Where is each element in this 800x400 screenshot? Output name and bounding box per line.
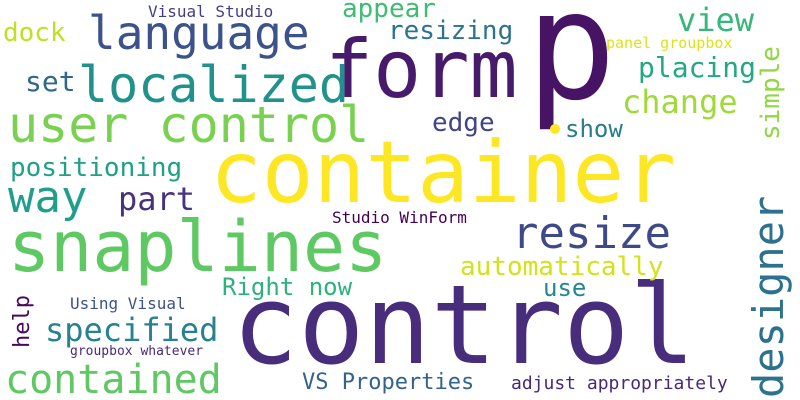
word-resize: resize	[512, 208, 671, 259]
word-dock: dock	[3, 18, 66, 48]
word-p: p	[526, 0, 617, 134]
word-visual-studio: Visual Studio	[148, 2, 274, 21]
word-show: show	[565, 115, 623, 143]
word-simple: simple	[756, 46, 786, 140]
word-form: form	[325, 23, 518, 116]
word-view: view	[677, 1, 755, 39]
word-using-visual: Using Visual	[70, 294, 186, 313]
word-automatically: automatically	[460, 252, 664, 282]
word-change: change	[622, 83, 738, 121]
word-help: help	[10, 295, 35, 348]
word-adjust-appropriately: adjust appropriately	[511, 373, 728, 394]
word-right-now: Right now	[222, 273, 353, 301]
word-set: set	[25, 65, 76, 98]
word-part: part	[118, 180, 196, 218]
word-contained: contained	[5, 357, 222, 400]
word-control: control	[232, 261, 696, 389]
word-panel-groupbox: panel groupbox	[606, 34, 733, 52]
word-container: container	[210, 123, 676, 223]
word-vs-properties: VS Properties	[302, 370, 475, 395]
word-studio-winform: Studio WinForm	[332, 208, 467, 227]
word-user-control: user control	[8, 96, 370, 154]
yellow-dot	[550, 124, 560, 134]
word-use: use	[543, 274, 587, 302]
word-positioning: positioning	[10, 153, 183, 183]
word-snaplines: snaplines	[8, 206, 388, 288]
word-placing: placing	[638, 51, 757, 84]
word-way: way	[8, 172, 88, 223]
word-localized: localized	[78, 56, 349, 114]
word-designer: designer	[744, 195, 793, 398]
word-appear: appear	[342, 0, 436, 24]
word-specified: specified	[45, 311, 219, 349]
word-groupbox-whatever: groupbox whatever	[70, 344, 204, 359]
word-edge: edge	[432, 108, 495, 138]
word-language: language	[88, 6, 310, 60]
word-resizing: resizing	[388, 16, 514, 46]
